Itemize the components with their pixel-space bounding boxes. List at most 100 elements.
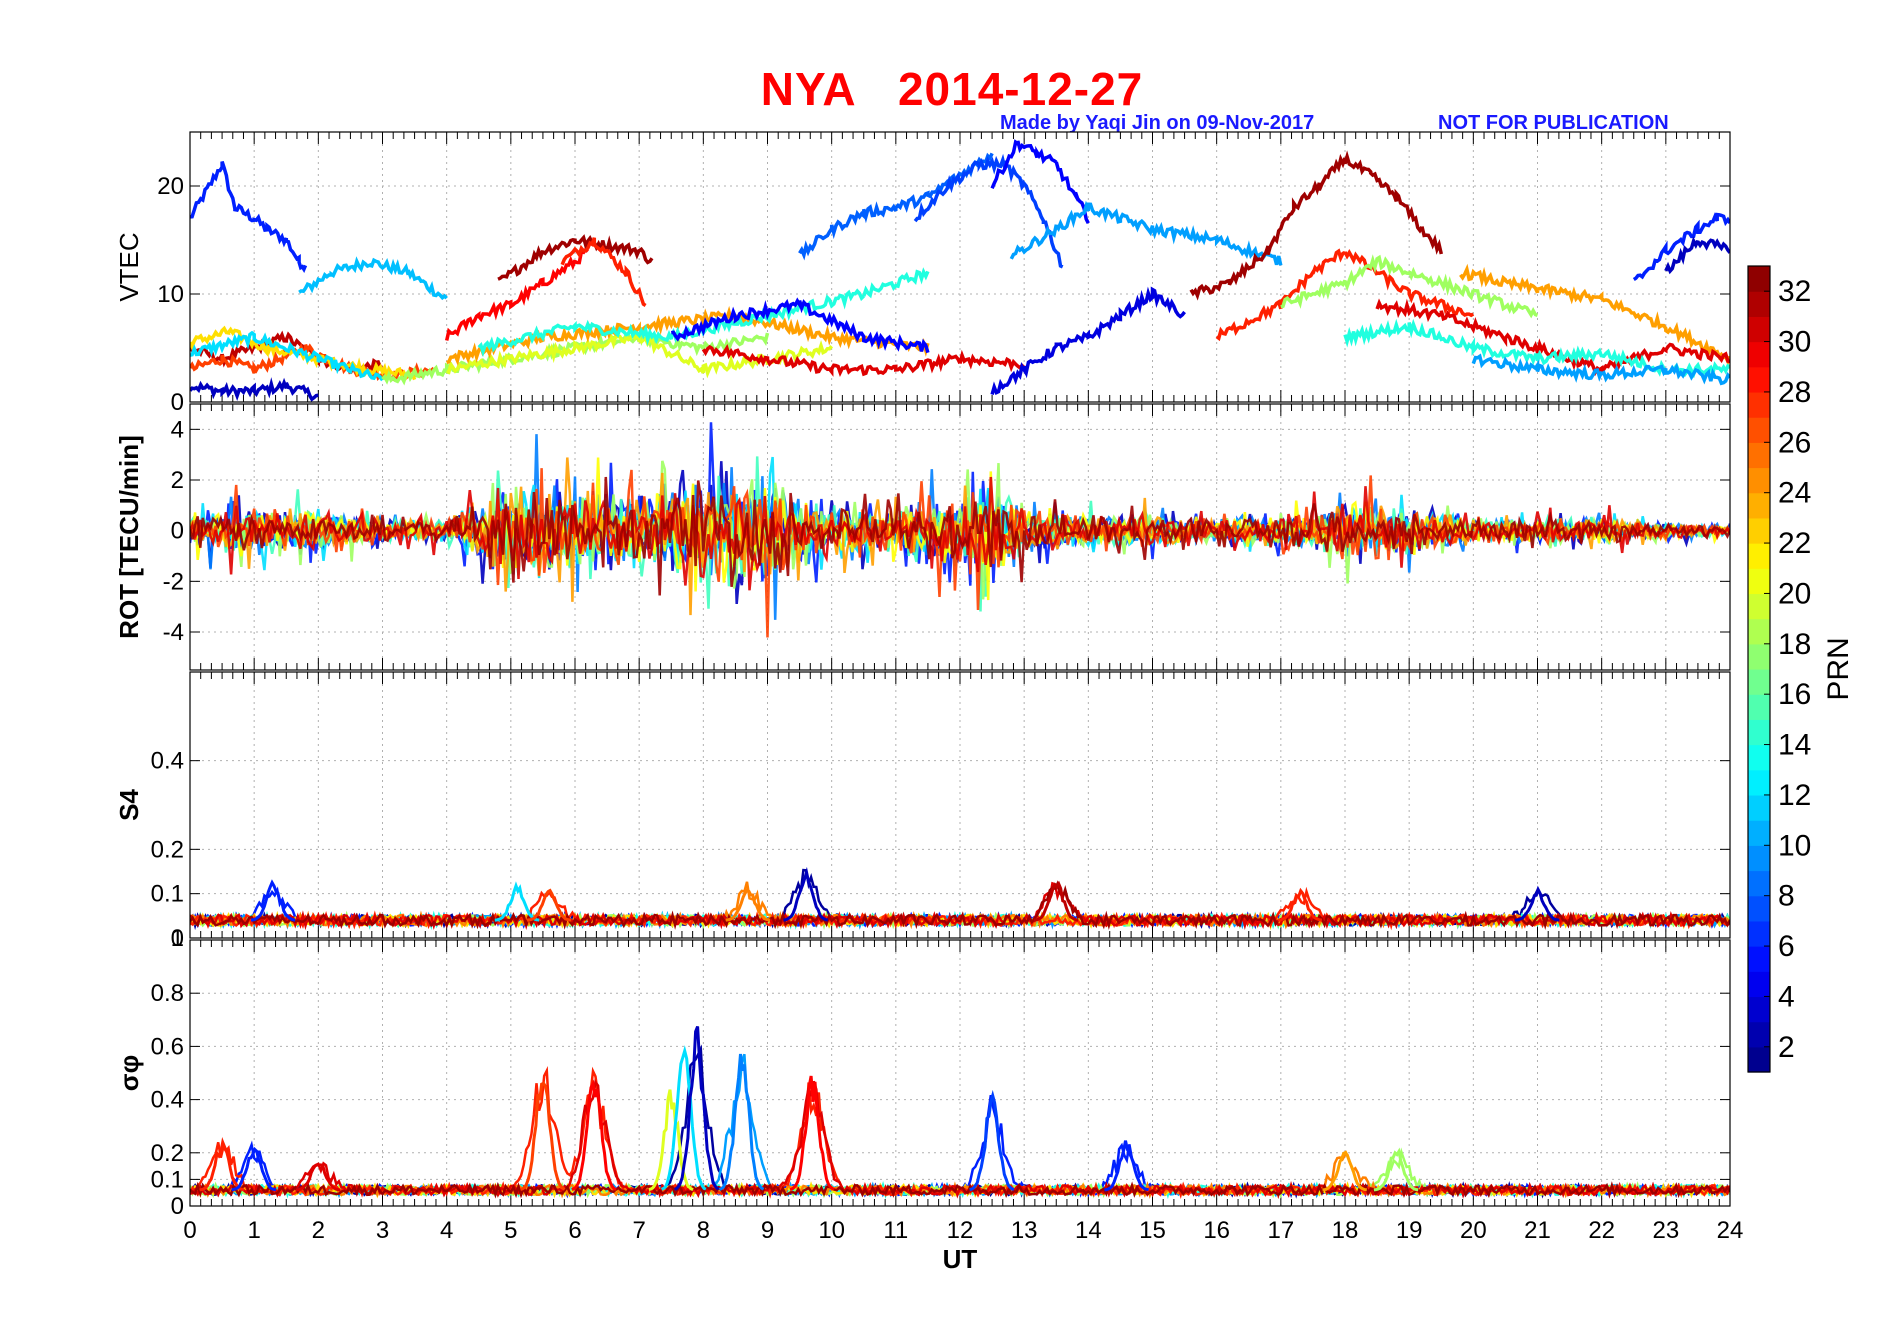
colorbar-tick-label: 24 xyxy=(1778,477,1811,510)
station-name: NYA xyxy=(760,63,857,115)
y-tick-label: 0.1 xyxy=(151,1166,184,1193)
x-tick-label: 6 xyxy=(568,1217,581,1244)
s4-peak-prn-31 xyxy=(1033,880,1079,922)
colorbar-segment xyxy=(1748,895,1770,922)
sigma_phi-peak-prn-29 xyxy=(571,1079,617,1191)
colorbar-segment xyxy=(1748,543,1770,569)
y-tick-label: 10 xyxy=(157,281,184,308)
colorbar-tick-label: 26 xyxy=(1778,426,1811,459)
x-tick-label: 18 xyxy=(1332,1217,1359,1244)
colorbar-segment xyxy=(1748,744,1770,771)
sigma_phi-peak-prn-20 xyxy=(648,1089,694,1192)
vtec-series-prn-10 xyxy=(1009,200,1283,266)
colorbar-tick-label: 10 xyxy=(1778,829,1811,862)
x-tick-label: 13 xyxy=(1011,1217,1038,1244)
x-tick-label: 24 xyxy=(1717,1217,1744,1244)
sigma_phi-peak-prn-27 xyxy=(520,1081,566,1191)
x-axis-label: UT xyxy=(943,1244,978,1274)
panel-frame xyxy=(189,403,1731,671)
colorbar-segment xyxy=(1748,366,1770,393)
colorbar-tick-label: 22 xyxy=(1778,527,1811,560)
colorbar-tick-label: 4 xyxy=(1778,980,1795,1013)
vtec-series-prn-18 xyxy=(1280,254,1539,319)
colorbar-segment xyxy=(1748,719,1770,746)
colorbar-segment xyxy=(1748,467,1770,494)
sigma_phi-peak-prn-3 xyxy=(673,1025,720,1191)
x-tick-label: 15 xyxy=(1139,1217,1166,1244)
colorbar-segment xyxy=(1748,291,1770,317)
colorbar-segment xyxy=(1748,845,1770,872)
s4-series-prn-30 xyxy=(190,881,1730,931)
vtec-series-prn-3 xyxy=(1664,236,1730,275)
sigma_phi-peak-prn-6 xyxy=(1104,1140,1149,1192)
colorbar-segment xyxy=(1748,391,1770,418)
vtec-series-prn-32 xyxy=(1189,150,1444,301)
s4-peak-prn-3 xyxy=(783,866,829,922)
y-axis-label: S4 xyxy=(114,789,144,821)
colorbar-tick-label: 18 xyxy=(1778,628,1811,661)
s4-peak-prn-12 xyxy=(494,881,540,922)
panel-rot: -4 -2 0 2 4 ROT [TECU/min] xyxy=(114,403,1731,671)
s4-peak-prn-6 xyxy=(250,879,296,922)
sigma_phi-peak-prn-30 xyxy=(295,1163,341,1192)
panel-vtec: 0 10 20 VTEC xyxy=(114,131,1731,416)
x-tick-label: 3 xyxy=(376,1217,389,1244)
credit-text: Made by Yaqi Jin on 09-Nov-2017 xyxy=(1000,112,1315,134)
vtec-series-prn-5 xyxy=(670,297,930,354)
x-tick-label: 9 xyxy=(761,1217,774,1244)
vtec-series-prn-28 xyxy=(560,237,647,307)
colorbar-segment xyxy=(1748,618,1770,645)
s4-peak-prn-3 xyxy=(1514,885,1560,922)
plot-lines xyxy=(190,139,1730,402)
colorbar-segment xyxy=(1748,341,1770,368)
colorbar-segment xyxy=(1748,643,1770,670)
colorbar-segment xyxy=(1748,417,1770,443)
panel-frame xyxy=(189,131,1731,403)
vtec-series-prn-3 xyxy=(190,377,319,402)
y-tick-label: 0.2 xyxy=(151,1140,184,1167)
vtec-series-prn-11 xyxy=(298,256,448,301)
colorbar-segment xyxy=(1748,1021,1770,1048)
colorbar-segment xyxy=(1748,971,1770,998)
vtec-series-prn-6 xyxy=(190,161,308,273)
x-tick-label: 23 xyxy=(1652,1217,1679,1244)
vtec-series-prn-8 xyxy=(798,152,994,261)
colorbar-tick-label: 20 xyxy=(1778,577,1811,610)
y-tick-label: 0 xyxy=(171,518,184,545)
x-tick-label: 19 xyxy=(1396,1217,1423,1244)
vtec-series-prn-28 xyxy=(1215,248,1475,342)
x-tick-label: 8 xyxy=(697,1217,710,1244)
sigma_phi-peak-prn-18 xyxy=(1373,1147,1419,1192)
colorbar-segment xyxy=(1748,568,1770,595)
colorbar-tick-label: 2 xyxy=(1778,1031,1795,1064)
colorbar-segment xyxy=(1748,694,1770,720)
s4-series-prn-32 xyxy=(190,880,1730,931)
y-tick-label: 0 xyxy=(171,925,184,952)
colorbar-segment xyxy=(1748,517,1770,544)
x-tick-label: 5 xyxy=(504,1217,517,1244)
colorbar-tick-label: 16 xyxy=(1778,678,1811,711)
sigma_phi-peak-prn-29 xyxy=(789,1075,835,1192)
x-tick-label: 22 xyxy=(1588,1217,1615,1244)
y-axis-label: VTEC xyxy=(114,232,144,301)
plot-lines xyxy=(190,1025,1730,1200)
panel-frame xyxy=(189,671,1731,939)
colorbar-segment xyxy=(1748,316,1770,343)
y-axis-label: ROT [TECU/min] xyxy=(114,435,144,639)
s4-peak-prn-25 xyxy=(725,888,771,922)
colorbar-tick-label: 12 xyxy=(1778,779,1811,812)
x-tick-label: 4 xyxy=(440,1217,453,1244)
x-tick-label: 14 xyxy=(1075,1217,1102,1244)
x-tick-label: 20 xyxy=(1460,1217,1487,1244)
x-tick-label: 17 xyxy=(1267,1217,1294,1244)
colorbar-frame xyxy=(1747,265,1771,1073)
vtec-series-prn-5 xyxy=(990,139,1090,224)
s4-peak-prn-27 xyxy=(526,888,572,922)
rot-series-prn-24 xyxy=(190,457,1730,616)
panel-frame xyxy=(189,939,1731,1207)
x-tick-label: 7 xyxy=(632,1217,645,1244)
chart-title: NYA 2014-12-27 xyxy=(0,62,1904,116)
plot-lines xyxy=(190,422,1730,638)
